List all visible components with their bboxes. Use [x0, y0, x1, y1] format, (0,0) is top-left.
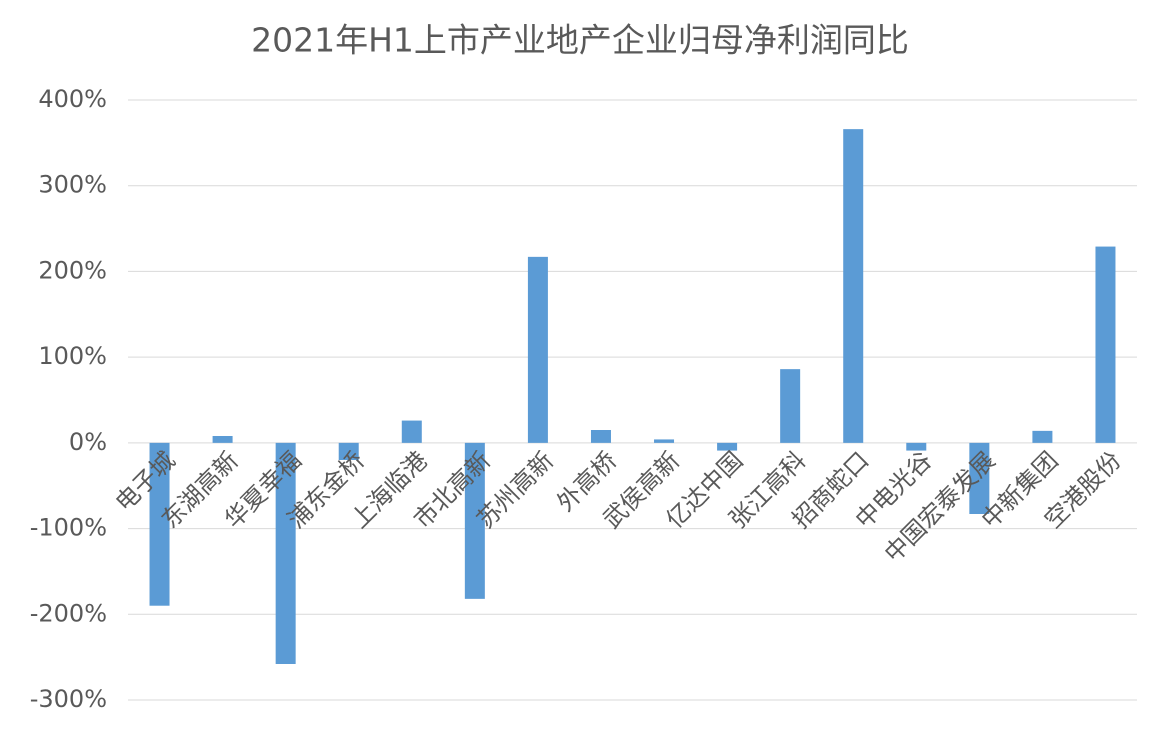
y-tick-label: -200%: [30, 599, 107, 627]
bar: [1032, 430, 1053, 443]
y-tick-label: 200%: [38, 256, 107, 284]
y-tick-label: -100%: [30, 514, 107, 542]
bar: [590, 430, 611, 443]
bar: [275, 442, 296, 664]
bar: [212, 436, 233, 443]
bar: [401, 420, 422, 443]
y-tick-label: 300%: [38, 171, 107, 199]
bar: [1095, 246, 1116, 443]
bar: [149, 442, 170, 606]
bar: [654, 439, 675, 443]
y-tick-label: 400%: [38, 85, 107, 113]
bar: [717, 442, 738, 451]
bar: [780, 369, 801, 443]
y-tick-label: 0%: [69, 428, 107, 456]
chart-title: 2021年H1上市产业地产企业归母净利润同比: [251, 21, 909, 60]
bar: [338, 442, 359, 460]
bar: [464, 442, 485, 599]
y-tick-label: -300%: [30, 685, 107, 713]
bar: [843, 129, 864, 443]
bar: [906, 442, 927, 451]
y-tick-label: 100%: [38, 342, 107, 370]
bar: [527, 256, 548, 443]
bar: [969, 442, 990, 514]
